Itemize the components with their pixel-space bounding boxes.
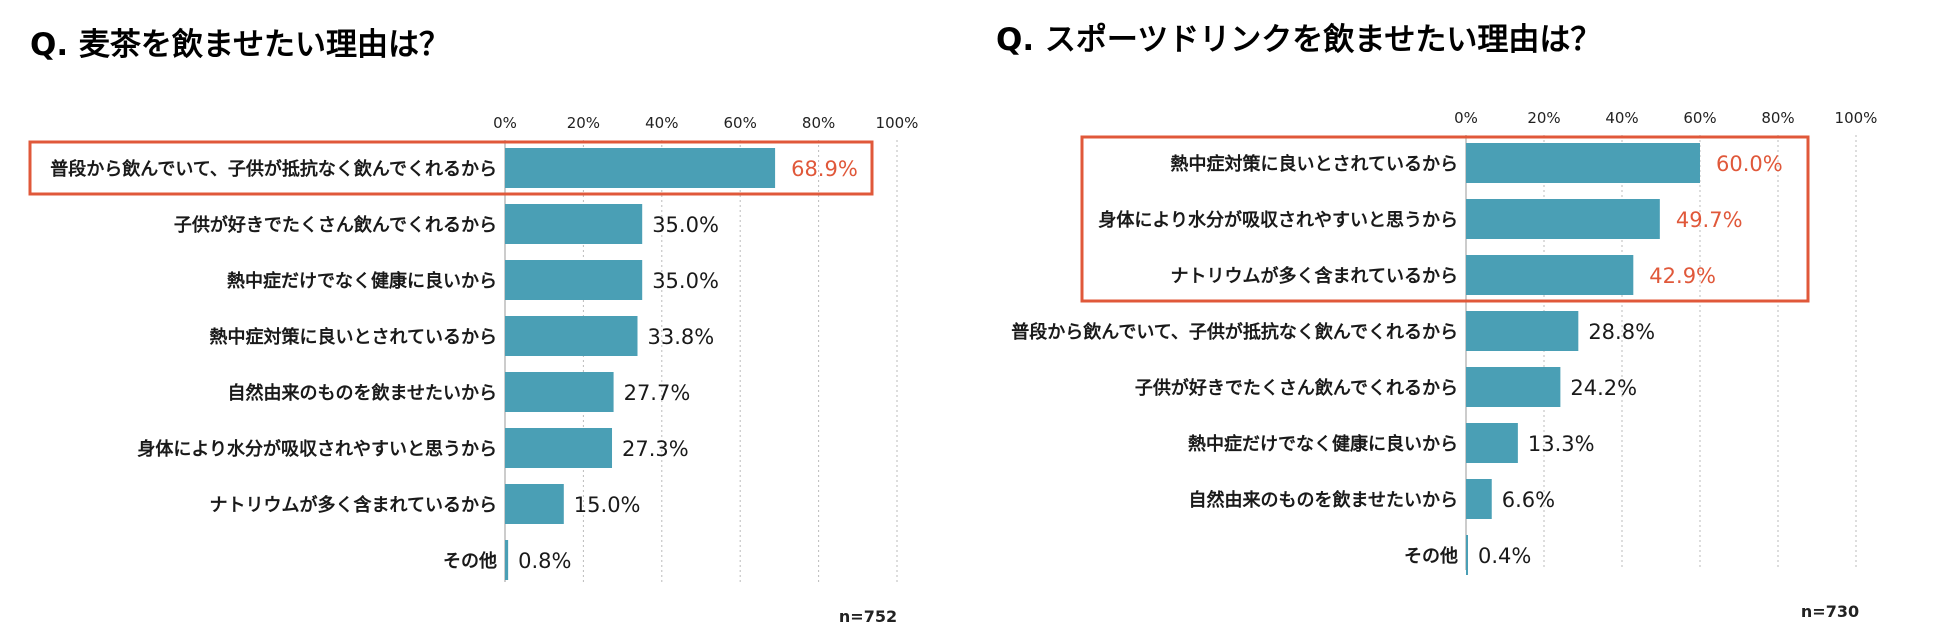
highlight-box — [28, 140, 874, 196]
category-label: ナトリウムが多く含まれているから — [210, 494, 497, 516]
category-label: 子供が好きでたくさん飲んでくれるから — [174, 214, 497, 236]
category-label: 身体により水分が吸収されやすいと思うから — [137, 438, 497, 460]
category-label: ナトリウムが多く含まれているから — [1171, 265, 1458, 287]
category-label: 熱中症対策に良いとされているから — [210, 326, 497, 348]
value-label: 35.0% — [652, 213, 719, 237]
category-label: 熱中症対策に良いとされているから — [1171, 153, 1458, 175]
tick-label: 0% — [493, 114, 517, 132]
value-label: 28.8% — [1588, 320, 1655, 344]
category-label: 普段から飲んでいて、子供が抵抗なく飲んでくれるから — [1011, 321, 1458, 343]
category-label: その他 — [443, 550, 497, 572]
chart-title: Q. 麦茶を飲ませたい理由は？ — [30, 27, 450, 63]
value-label: 27.7% — [624, 381, 691, 405]
category-label: 身体により水分が吸収されやすいと思うから — [1098, 209, 1458, 231]
bar — [505, 204, 643, 244]
chart-sports-drink: Q. スポーツドリンクを飲ませたい理由は？ 0% 20% 40% 60% 80% 100% 熱… — [996, 22, 1877, 621]
tick-label: 80% — [802, 114, 835, 132]
tick-label: 60% — [1683, 109, 1716, 127]
highlight-box — [1080, 135, 1810, 303]
bar — [505, 428, 613, 468]
category-label: 子供が好きでたくさん飲んでくれるから — [1135, 377, 1458, 399]
bar — [1466, 199, 1660, 239]
tick-label: 40% — [1605, 109, 1638, 127]
value-label: 0.8% — [518, 549, 571, 573]
bar — [1466, 367, 1561, 407]
category-label: 熱中症だけでなく健康に良いから — [1188, 433, 1458, 455]
tick-label: 20% — [567, 114, 600, 132]
category-label: 普段から飲んでいて、子供が抵抗なく飲んでくれるから — [50, 158, 497, 180]
sample-size-label: n=730 — [1801, 602, 1859, 621]
tick-label: 100% — [1835, 109, 1878, 127]
bar — [1466, 143, 1700, 183]
tick-label: 40% — [645, 114, 678, 132]
bar — [1466, 479, 1492, 519]
category-label: 自然由来のものを飲ませたいから — [228, 382, 497, 404]
value-label: 49.7% — [1676, 208, 1743, 232]
value-label: 24.2% — [1570, 376, 1637, 400]
category-label: その他 — [1404, 545, 1458, 567]
bar — [505, 260, 643, 300]
bar — [1466, 535, 1468, 575]
bar — [505, 372, 614, 412]
chart-mugicha: Q. 麦茶を飲ませたい理由は？ 0% 20% 40% 60% 80% 100% 普段から飲んで… — [28, 27, 919, 626]
category-label: 熱中症だけでなく健康に良いから — [227, 270, 497, 292]
sample-size-label: n=752 — [839, 607, 897, 626]
bar — [1466, 255, 1634, 295]
value-label: 42.9% — [1649, 264, 1716, 288]
value-label: 35.0% — [652, 269, 719, 293]
category-label: 自然由来のものを飲ませたいから — [1189, 489, 1458, 511]
tick-label: 20% — [1527, 109, 1560, 127]
chart-title: Q. スポーツドリンクを飲ませたい理由は？ — [996, 22, 1601, 58]
value-label: 33.8% — [647, 325, 714, 349]
bar — [505, 316, 638, 356]
value-label: 6.6% — [1502, 488, 1555, 512]
tick-label: 80% — [1761, 109, 1794, 127]
bar — [505, 148, 776, 188]
value-label: 27.3% — [622, 437, 689, 461]
bar — [1466, 311, 1579, 351]
value-label: 13.3% — [1528, 432, 1595, 456]
value-label: 68.9% — [791, 157, 858, 181]
value-label: 15.0% — [574, 493, 641, 517]
value-label: 60.0% — [1716, 152, 1783, 176]
bar — [505, 484, 564, 524]
bar — [505, 540, 509, 580]
tick-label: 60% — [724, 114, 757, 132]
value-label: 0.4% — [1478, 544, 1531, 568]
tick-label: 0% — [1454, 109, 1478, 127]
tick-label: 100% — [876, 114, 919, 132]
bar — [1466, 423, 1518, 463]
